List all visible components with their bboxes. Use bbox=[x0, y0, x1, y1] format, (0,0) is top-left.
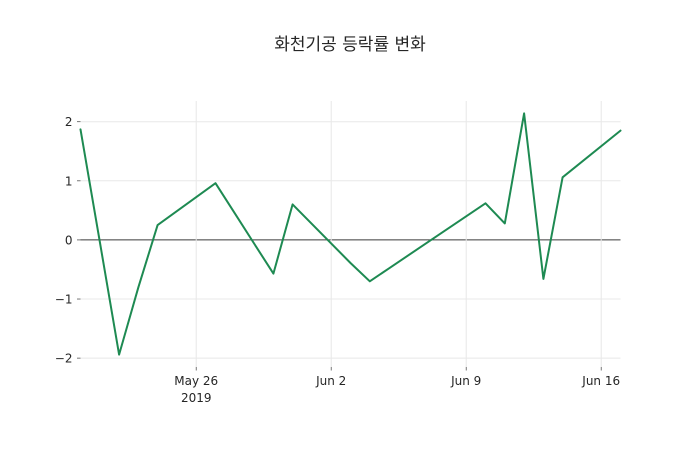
series-line bbox=[79, 112, 622, 356]
chart-title: 화천기공 등락률 변화 bbox=[274, 35, 426, 55]
y-tick-label: −2 bbox=[55, 352, 73, 366]
x-tick-label: Jun 2 bbox=[315, 374, 346, 388]
x-tick-label: Jun 9 bbox=[450, 374, 481, 388]
x-tick-label: May 26 bbox=[174, 374, 218, 388]
y-tick-label: −1 bbox=[55, 293, 73, 307]
grid-layer bbox=[80, 101, 621, 367]
x-tick-label: Jun 16 bbox=[581, 374, 620, 388]
y-tick-label: 2 bbox=[65, 115, 73, 129]
label-layer: 2 1 0 −1 −2 May 26 2019 Jun 2 Jun 9 Jun 16 bbox=[55, 115, 620, 405]
tick-layer bbox=[77, 121, 602, 371]
x-tick-sublabel: 2019 bbox=[181, 391, 212, 405]
series-layer bbox=[79, 112, 622, 356]
y-tick-label: 1 bbox=[65, 174, 73, 188]
y-tick-label: 0 bbox=[65, 233, 73, 247]
